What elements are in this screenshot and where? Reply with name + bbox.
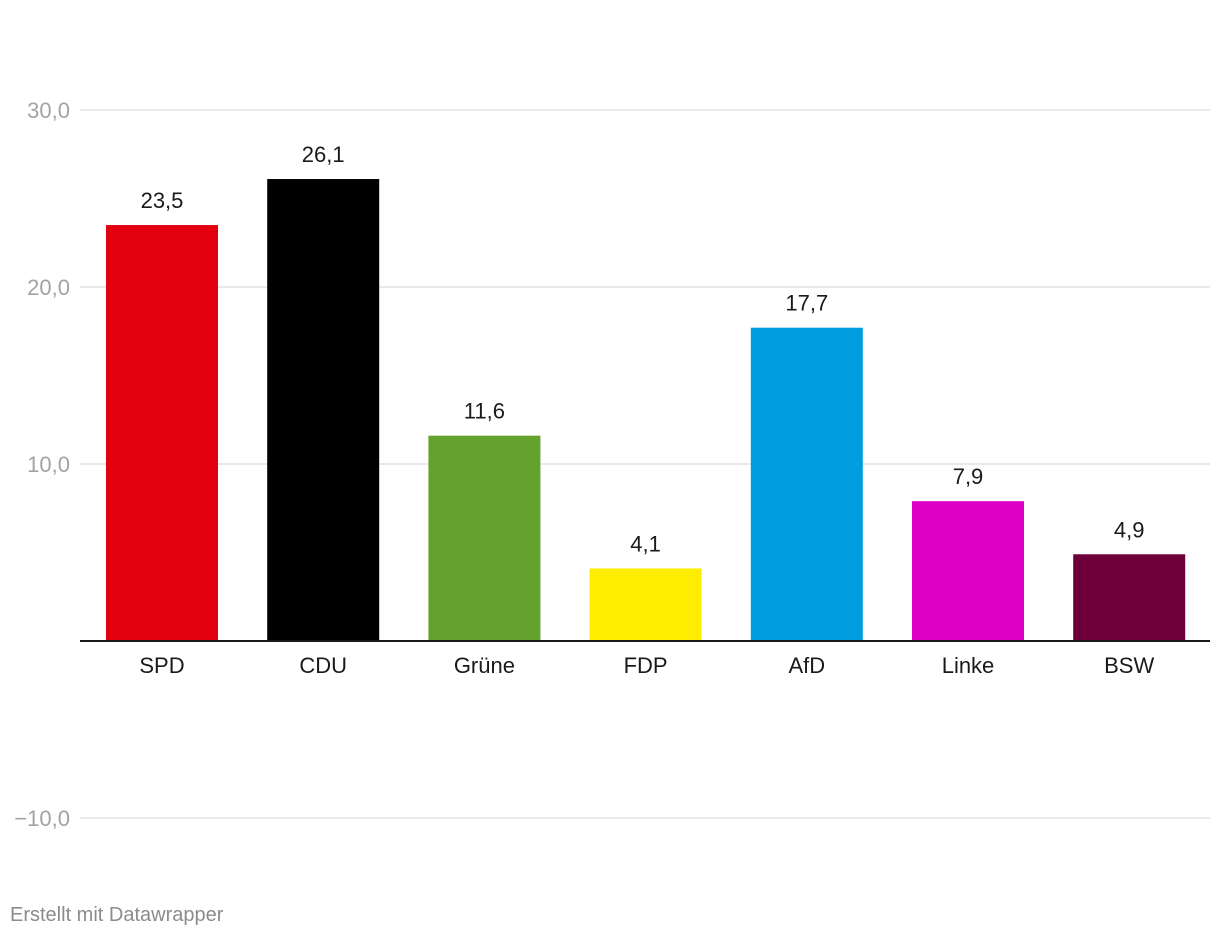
bar [750,327,863,641]
x-category-label: Linke [942,653,995,678]
y-tick-label: 10,0 [27,452,70,477]
bar [106,225,218,642]
bar [912,501,1024,641]
bar-value-label: 17,7 [785,291,828,316]
x-category-label: CDU [299,653,347,678]
bar-value-label: 4,1 [630,531,661,556]
x-category-label: FDP [624,653,668,678]
bar-value-label: 7,9 [953,464,984,489]
x-category-label: Grüne [454,653,515,678]
bar-value-label: 4,9 [1114,517,1145,542]
x-category-label: SPD [139,653,184,678]
bar [1073,554,1186,641]
y-tick-label: 20,0 [27,275,70,300]
footer-credit: Erstellt mit Datawrapper [10,904,224,926]
x-category-label: AfD [788,653,825,678]
bar-value-label: 26,1 [302,142,345,167]
bar [589,568,702,641]
y-tick-label: 30,0 [27,98,70,123]
bar [428,435,541,641]
bar [267,179,380,641]
y-tick-label: −10,0 [14,806,70,831]
bar-value-label: 23,5 [141,188,184,213]
x-category-label: BSW [1104,653,1154,678]
bar-value-label: 11,6 [464,399,505,424]
